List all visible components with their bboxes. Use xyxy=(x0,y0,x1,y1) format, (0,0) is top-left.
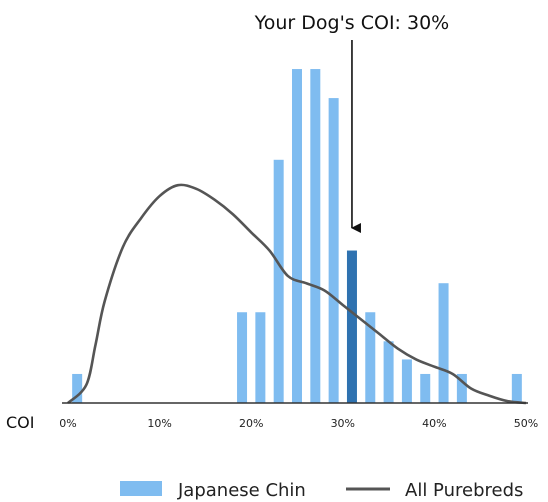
legend: Japanese Chin All Purebreds xyxy=(120,480,523,501)
bar xyxy=(255,312,266,403)
bar xyxy=(511,373,522,403)
line-series-all-purebreds xyxy=(67,183,527,405)
x-tick-label: 50% xyxy=(514,417,538,430)
bar xyxy=(438,283,449,403)
bar-series-japanese-chin xyxy=(72,69,522,403)
x-tick-label: 40% xyxy=(422,417,446,430)
annotation-text: Your Dog's COI: 30% xyxy=(254,12,450,34)
highlight-bar xyxy=(346,250,357,403)
all-purebreds-line xyxy=(67,183,527,405)
bar xyxy=(237,312,248,403)
x-tick-label: 10% xyxy=(147,417,171,430)
bar xyxy=(310,69,321,403)
bar xyxy=(328,98,339,403)
x-tick-label: 20% xyxy=(239,417,263,430)
bar xyxy=(72,373,83,403)
legend-label-japanese-chin: Japanese Chin xyxy=(177,480,306,501)
bar xyxy=(383,341,394,403)
bar xyxy=(401,359,412,403)
bar xyxy=(365,312,376,403)
bar xyxy=(420,373,431,403)
bar xyxy=(456,373,467,403)
x-axis-ticks: 0% 10% 20% 30% 40% 50% xyxy=(59,417,538,430)
x-tick-label: 0% xyxy=(59,417,76,430)
x-axis-label: COI xyxy=(6,413,34,432)
bar xyxy=(273,159,284,403)
legend-swatch-japanese-chin xyxy=(120,481,162,496)
bar xyxy=(292,69,302,403)
legend-label-all-purebreds: All Purebreds xyxy=(405,480,523,501)
x-tick-label: 30% xyxy=(331,417,355,430)
coi-annotation: Your Dog's COI: 30% xyxy=(254,12,450,233)
